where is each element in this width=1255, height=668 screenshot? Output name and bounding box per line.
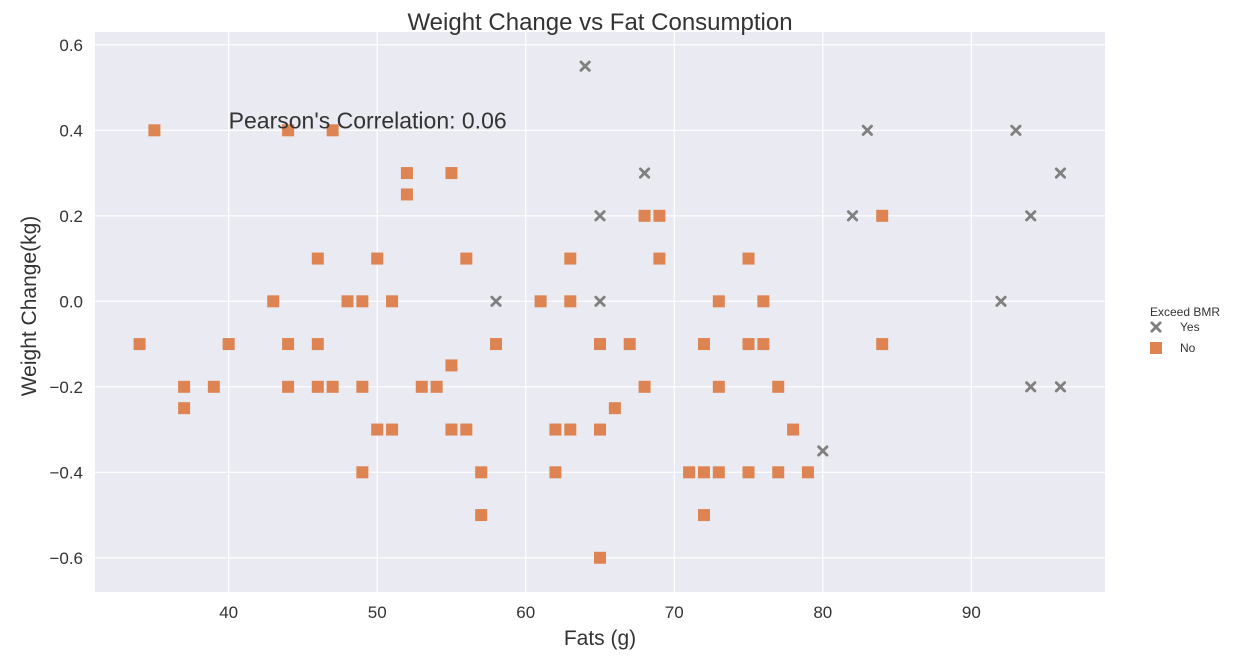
point-no [342, 295, 354, 307]
legend-marker-yes [1152, 323, 1160, 331]
point-no [713, 295, 725, 307]
point-no [178, 402, 190, 414]
point-no [713, 466, 725, 478]
y-axis-label: Weight Change(kg) [18, 216, 41, 397]
y-tick-label: −0.2 [49, 378, 83, 397]
point-no [371, 253, 383, 265]
point-no [267, 295, 279, 307]
point-no [743, 466, 755, 478]
point-no [148, 124, 160, 136]
x-tick-label: 90 [962, 603, 981, 622]
point-no [564, 295, 576, 307]
point-no [535, 295, 547, 307]
pearson-correlation-annotation: Pearson's Correlation: 0.06 [229, 107, 507, 133]
point-no [356, 295, 368, 307]
legend-label-yes: Yes [1180, 320, 1200, 334]
legend-items: Yes No [1150, 320, 1200, 355]
point-no [743, 338, 755, 350]
legend: Exceed BMR Yes No [1150, 305, 1220, 355]
point-no [401, 167, 413, 179]
point-no [624, 338, 636, 350]
point-no [356, 381, 368, 393]
point-no [178, 381, 190, 393]
x-axis-label: Fats (g) [564, 627, 636, 650]
point-no [653, 253, 665, 265]
point-no [282, 381, 294, 393]
point-no [743, 253, 755, 265]
legend-title: Exceed BMR [1150, 305, 1220, 319]
point-no [312, 381, 324, 393]
point-no [802, 466, 814, 478]
legend-label-no: No [1180, 341, 1196, 355]
point-no [445, 359, 457, 371]
point-no [564, 424, 576, 436]
y-tick-label: 0.2 [59, 207, 83, 226]
x-tick-label: 50 [368, 603, 387, 622]
point-no [653, 210, 665, 222]
point-no [416, 381, 428, 393]
point-no [639, 210, 651, 222]
point-no [698, 338, 710, 350]
point-no [772, 466, 784, 478]
point-no [549, 424, 561, 436]
y-tick-label: 0.4 [59, 121, 83, 140]
point-no [460, 424, 472, 436]
point-no [683, 466, 695, 478]
y-tick-label: 0.0 [59, 292, 83, 311]
point-no [594, 552, 606, 564]
y-tick-label: −0.6 [49, 549, 83, 568]
point-no [445, 424, 457, 436]
point-no [549, 466, 561, 478]
x-tick-label: 70 [665, 603, 684, 622]
x-tick-label: 40 [219, 603, 238, 622]
point-no [460, 253, 472, 265]
point-no [594, 338, 606, 350]
point-no [134, 338, 146, 350]
point-no [371, 424, 383, 436]
y-tick-label: −0.4 [49, 463, 83, 482]
point-no [386, 295, 398, 307]
point-no [564, 253, 576, 265]
point-no [386, 424, 398, 436]
point-no [876, 338, 888, 350]
point-no [208, 381, 220, 393]
point-no [431, 381, 443, 393]
point-no [312, 253, 324, 265]
point-no [698, 466, 710, 478]
x-tick-label: 60 [516, 603, 535, 622]
point-no [772, 381, 784, 393]
point-no [876, 210, 888, 222]
point-no [698, 509, 710, 521]
point-no [445, 167, 457, 179]
point-no [401, 188, 413, 200]
point-no [609, 402, 621, 414]
legend-marker-no [1150, 342, 1162, 354]
point-no [223, 338, 235, 350]
point-no [757, 295, 769, 307]
x-tick-labels: 40 50 60 70 80 90 [219, 603, 981, 622]
chart-title: Weight Change vs Fat Consumption [407, 9, 792, 36]
x-tick-label: 80 [813, 603, 832, 622]
point-no [639, 381, 651, 393]
point-no [312, 338, 324, 350]
point-no [475, 466, 487, 478]
point-no [787, 424, 799, 436]
point-no [475, 509, 487, 521]
point-no [713, 381, 725, 393]
y-tick-labels: −0.6 −0.4 −0.2 0.0 0.2 0.4 0.6 [49, 36, 83, 568]
point-no [327, 381, 339, 393]
point-no [594, 424, 606, 436]
y-tick-label: 0.6 [59, 36, 83, 55]
point-no [356, 466, 368, 478]
point-no [490, 338, 502, 350]
point-no [282, 338, 294, 350]
point-no [757, 338, 769, 350]
